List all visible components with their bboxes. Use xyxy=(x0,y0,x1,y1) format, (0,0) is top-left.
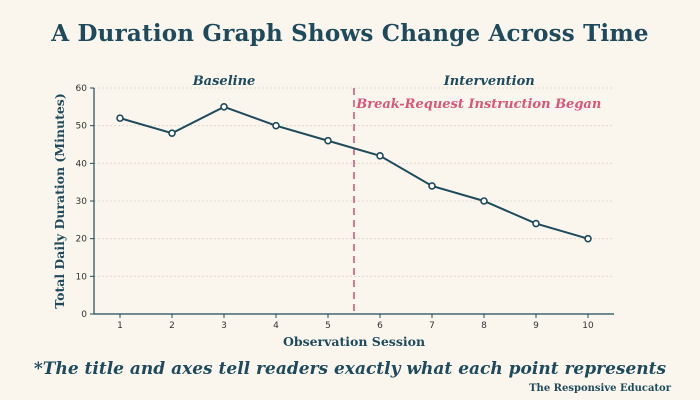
x-tick-label: 7 xyxy=(429,321,435,331)
data-point xyxy=(480,197,488,205)
y-tick-label: 0 xyxy=(81,310,87,320)
data-point xyxy=(324,136,332,145)
data-point xyxy=(272,121,280,130)
series-line xyxy=(119,105,589,240)
data-point xyxy=(168,129,176,137)
x-tick-label: 10 xyxy=(582,321,594,331)
x-tick-label: 4 xyxy=(273,321,279,331)
x-tick-label: 9 xyxy=(533,321,539,331)
intervention-label: Intervention xyxy=(443,74,535,89)
data-point xyxy=(376,152,384,160)
phase-change-note: Break-Request Instruction Began xyxy=(355,97,601,112)
x-tick-label: 8 xyxy=(481,321,487,331)
y-tick-label: 40 xyxy=(76,159,88,169)
y-tick-label: 10 xyxy=(76,272,88,282)
axis-labels: Observation Session Total Daily Duration… xyxy=(52,74,601,349)
y-tick-label: 50 xyxy=(76,122,88,132)
footnote: *The title and axes tell readers exactly… xyxy=(33,359,667,379)
data-point xyxy=(532,219,540,228)
credit: The Responsive Educator xyxy=(529,383,671,394)
data-point xyxy=(220,103,228,111)
data-point xyxy=(428,182,436,190)
y-tick-label: 60 xyxy=(76,84,88,94)
y-tick-label: 20 xyxy=(76,235,88,245)
x-axis-label: Observation Session xyxy=(283,334,425,349)
chart-title: A Duration Graph Shows Change Across Tim… xyxy=(51,20,649,47)
data-point xyxy=(116,114,124,122)
x-tick-label: 6 xyxy=(377,321,383,331)
y-axis-label: Total Daily Duration (Minutes) xyxy=(52,93,67,309)
series xyxy=(116,103,592,243)
y-tick-label: 30 xyxy=(76,197,88,207)
data-point xyxy=(584,234,592,243)
x-tick-label: 2 xyxy=(169,321,175,331)
axes: 0 10 20 30 40 50 60 1 2 3 4 5 6 7 8 9 10 xyxy=(76,84,614,331)
x-tick-label: 3 xyxy=(221,321,227,331)
baseline-label: Baseline xyxy=(192,74,256,89)
x-tick-label: 5 xyxy=(325,321,331,331)
x-tick-label: 1 xyxy=(117,321,123,331)
